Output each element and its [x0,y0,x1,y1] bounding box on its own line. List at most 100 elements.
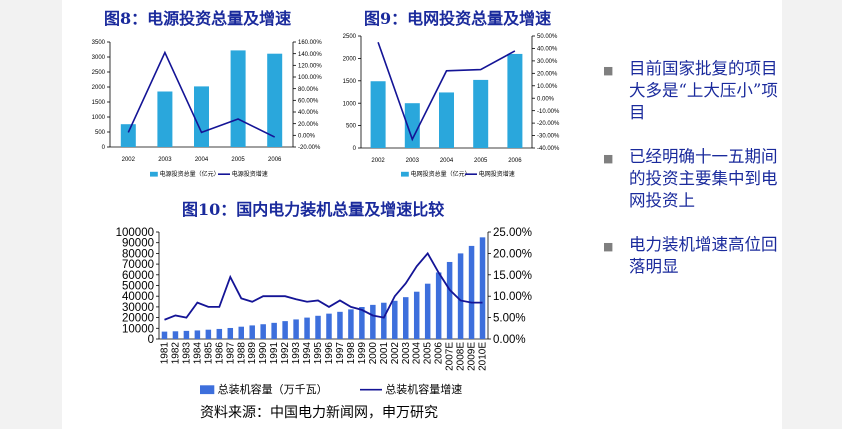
bar [337,311,343,339]
left-tick-label: 3500 [92,40,106,46]
category-label: 2006 [268,157,282,163]
bar [404,103,420,148]
category-label: 1987 [225,342,236,365]
category-label: 2007E [445,342,456,371]
bar [293,319,299,339]
left-tick-label: 10000 [122,323,154,335]
left-tick-label: 500 [95,130,106,136]
category-label: 2002 [122,157,136,163]
right-tick-label: 25.00% [493,227,532,239]
bar [435,272,442,339]
category-label: 1990 [258,342,269,365]
legend-line-label: 电源投资增速 [232,170,268,178]
bar [507,53,523,148]
left-tick-label: 2000 [343,57,357,63]
bullet-text: 电力装机增速高位回落明显 [629,235,778,276]
bar [161,331,168,339]
square-bullet-icon: ■ [603,240,614,253]
category-label: 1984 [192,342,203,365]
right-tick-label: 80.00% [298,87,319,93]
right-margin-strip [782,0,842,429]
bar [381,302,387,339]
category-label: 1997 [335,342,346,365]
bar [473,79,489,148]
bullet-item: ■ 已经明确十一五期间的投资主要集中到电网投资上 [601,146,781,212]
bar [326,313,332,339]
legend: 电网投资总量（亿元） 电网投资增速 [401,170,515,178]
category-label: 2004 [412,342,423,365]
category-label: 2008E [456,342,467,371]
right-tick-label: 10.00% [537,84,558,90]
left-tick-label: 3000 [92,55,106,61]
right-tick-label: 160.00% [298,40,322,46]
category-label: 1988 [236,342,247,365]
category-label: 2000 [368,342,379,365]
bar [157,91,173,147]
category-label: 1992 [280,342,291,365]
bar [260,324,266,339]
bar [457,253,464,339]
category-label: 1985 [203,342,214,365]
bar [315,315,321,339]
right-tick-label: 120.00% [298,63,322,69]
bar [216,328,223,339]
category-label: 1996 [324,342,335,365]
bar [446,261,453,339]
left-tick-label: 0 [102,145,106,151]
category-label: 2004 [195,157,209,163]
category-label: 2003 [158,157,172,163]
left-tick-label: 1500 [343,79,357,85]
bar [267,53,283,148]
bar [370,81,386,148]
legend: 总装机容量（万千瓦） 总装机容量增速 [200,382,462,396]
left-tick-label: 60000 [122,270,154,282]
bar [249,325,255,339]
left-tick-label: 30000 [122,302,154,314]
legend-bar-swatch [200,385,215,395]
category-label: 1993 [291,342,302,365]
installed-capacity-chart: 0100002000030000400005000060000700008000… [116,227,532,396]
bar [479,237,486,339]
right-tick-label: 15.00% [493,270,532,282]
right-tick-label: 100.00% [298,75,322,81]
category-label: 2001 [379,342,390,365]
legend-bar-label: 电网投资总量（亿元） [411,170,471,178]
left-tick-label: 70000 [122,259,154,271]
left-tick-label: 90000 [122,238,154,250]
bar [359,307,365,339]
category-label: 1998 [346,342,357,365]
right-tick-label: 50.00% [537,34,558,40]
bar [230,50,246,147]
left-tick-label: 1500 [92,100,106,106]
legend-line-label: 总装机容量增速 [385,382,462,396]
bar [403,297,409,339]
chart1-title: 图8：电源投资总量及增速 [104,9,292,28]
bar [468,245,475,339]
left-tick-label: 500 [346,124,357,130]
category-label: 2005 [474,158,488,164]
left-tick-label: 80000 [122,248,154,260]
bullet-item: ■ 目前国家批复的项目大多是“上大压小”项目 [601,58,781,124]
left-tick-label: 20000 [122,313,154,325]
category-label: 2002 [371,158,385,164]
square-bullet-icon: ■ [603,64,614,77]
right-tick-label: -20.00% [537,121,560,127]
bar [120,124,136,147]
bar [205,329,212,339]
bar [304,317,310,339]
left-tick-label: 50000 [122,281,154,293]
right-tick-label: 40.00% [537,47,558,53]
right-tick-label: 0.00% [537,96,555,102]
legend-bar-label: 电源投资总量（亿元） [160,170,220,178]
right-tick-label: 40.00% [298,110,319,116]
growth-line [164,251,483,321]
right-tick-label: 60.00% [298,98,319,104]
growth-line [127,50,276,138]
right-tick-label: 140.00% [298,52,322,58]
chart2-title: 图9：电网投资总量及增速 [364,9,552,28]
bar [238,326,244,339]
left-tick-label: 100000 [116,227,154,239]
category-label: 1989 [247,342,258,365]
left-margin-strip [0,0,62,429]
right-tick-label: 0.00% [298,133,316,139]
